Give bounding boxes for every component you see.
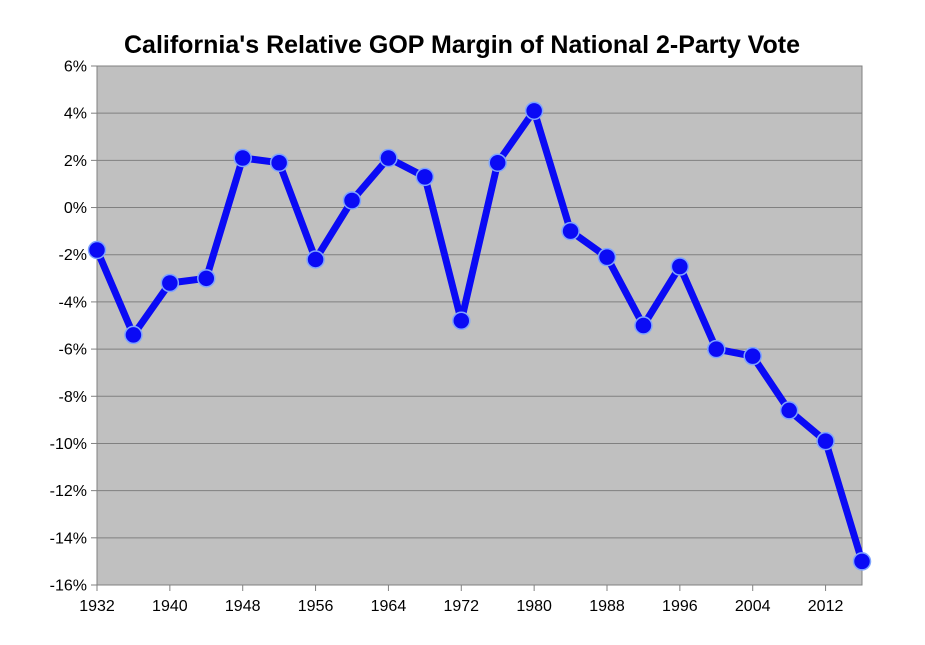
data-point [743, 346, 762, 366]
y-tick-label: -16% [50, 578, 87, 595]
data-point [415, 167, 435, 187]
data-point [597, 247, 617, 267]
data-point [634, 316, 653, 335]
x-tick-label: 1996 [662, 598, 698, 615]
plot-area [96, 65, 863, 586]
x-tick-label: 1956 [298, 598, 334, 615]
chart-title: California's Relative GOP Margin of Nati… [124, 31, 800, 59]
y-tick-label: -14% [50, 530, 87, 547]
y-axis: 6% 4% 2% 0% -2% -4% -6% -8% -10% -12% -14% -16% [50, 59, 98, 595]
data-point [670, 257, 690, 276]
y-tick-label: -6% [59, 342, 87, 359]
data-point [488, 153, 507, 172]
data-point [269, 153, 289, 172]
data-point [124, 325, 143, 345]
x-tick-label: 1972 [443, 598, 479, 615]
y-tick-label: -10% [50, 436, 87, 453]
y-tick-label: 4% [64, 106, 87, 123]
x-tick-label: 1940 [152, 598, 188, 615]
data-point [452, 311, 471, 331]
x-tick-label: 2004 [735, 598, 771, 615]
series [87, 101, 872, 571]
y-tick-label: -12% [50, 483, 87, 500]
y-tick-label: 2% [64, 153, 87, 170]
data-point [524, 101, 544, 121]
x-tick-label: 1988 [589, 598, 625, 615]
y-tick-label: -8% [59, 389, 87, 406]
x-tick-label: 2012 [808, 598, 844, 615]
y-tick-label: -4% [59, 294, 87, 311]
y-tick-label: 6% [64, 59, 87, 76]
x-tick-label: 1948 [225, 598, 261, 615]
x-tick-label: 1964 [371, 598, 407, 615]
y-tick-label: 0% [64, 200, 87, 217]
data-point [233, 148, 252, 168]
data-point [852, 552, 872, 571]
data-point [707, 339, 726, 359]
x-tick-label: 1932 [79, 598, 115, 615]
x-tick-label: 1980 [516, 598, 552, 615]
data-point [779, 401, 799, 420]
data-point [197, 269, 216, 288]
data-point [379, 148, 398, 168]
x-axis: 1932 1940 1948 1956 1964 1972 1980 1988 1996 2004… [79, 584, 862, 615]
data-point [816, 431, 835, 451]
data-point [561, 221, 580, 241]
data-point [160, 273, 180, 293]
data-point [342, 191, 362, 210]
series-line [93, 107, 866, 565]
data-point [87, 240, 107, 260]
y-tick-label: -2% [59, 247, 87, 264]
data-point [306, 250, 325, 269]
